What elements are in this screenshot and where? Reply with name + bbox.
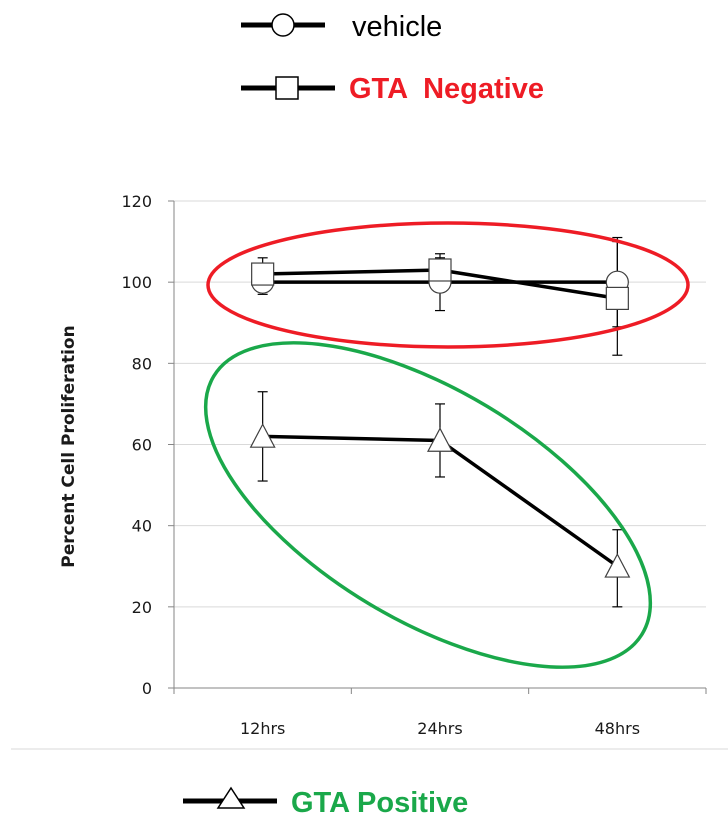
x-tick-label: 24hrs — [417, 719, 462, 738]
highlight-ellipse-negative — [206, 221, 690, 349]
circle-marker-icon — [271, 13, 295, 37]
legend-item-gta-negative: GTA Negative — [241, 73, 544, 105]
data-point-square — [428, 258, 452, 282]
square-marker-icon — [275, 76, 299, 100]
data-point-triangle — [427, 427, 453, 452]
data-point-triangle — [604, 552, 631, 578]
data-point-triangle — [249, 423, 276, 448]
y-tick-label: 60 — [132, 436, 152, 455]
data-point-square — [251, 262, 275, 286]
legend-item-gta-positive: GTA Positive — [183, 786, 468, 819]
data-point-square — [605, 286, 629, 310]
markers-square — [251, 258, 629, 310]
y-axis-label: Percent Cell Proliferation — [59, 325, 79, 567]
highlight-ellipse-positive — [203, 341, 653, 669]
x-tick-label: 12hrs — [240, 719, 285, 738]
x-tick-label: 48hrs — [595, 719, 640, 738]
y-tick-label: 20 — [132, 598, 152, 617]
legend-item-vehicle: vehicle — [241, 11, 442, 43]
y-tick-label: 40 — [132, 517, 152, 536]
y-tick-label: 0 — [142, 679, 152, 698]
plot-series — [249, 236, 631, 608]
error-bars-triangle — [257, 391, 623, 608]
y-tick-label: 100 — [121, 273, 152, 292]
axes: 0 20 40 60 80 100 120 12hrs 24hrs 48hrs Percent Ce… — [59, 192, 707, 738]
y-tick-label: 80 — [132, 354, 152, 373]
triangle-marker-icon — [216, 786, 246, 809]
legend-label-vehicle: vehicle — [352, 11, 442, 43]
legend-label-gta-positive: GTA Positive — [291, 787, 468, 819]
y-tick-label: 120 — [121, 192, 152, 211]
legend-label-gta-negative: GTA Negative — [349, 73, 544, 105]
markers-triangle — [249, 423, 631, 578]
annotations — [203, 221, 690, 669]
